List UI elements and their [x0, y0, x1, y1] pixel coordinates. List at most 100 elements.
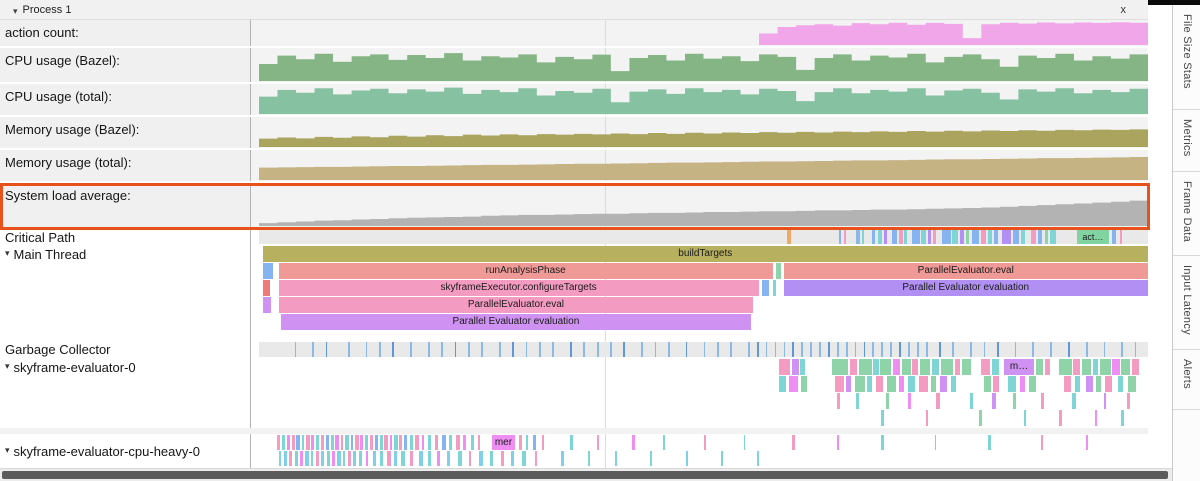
- trace-slice[interactable]: [952, 342, 955, 357]
- trace-slice[interactable]: [703, 342, 706, 357]
- track-group-header[interactable]: ▾ skyframe-evaluator-cpu-heavy-0: [0, 434, 251, 468]
- trace-slice[interactable]: [890, 342, 892, 357]
- trace-slice[interactable]: [1073, 359, 1081, 375]
- trace-slice[interactable]: [1059, 359, 1072, 375]
- trace-slice[interactable]: [743, 435, 746, 450]
- trace-slice[interactable]: [522, 451, 526, 466]
- track-canvas[interactable]: m…: [251, 358, 1148, 428]
- trace-slice[interactable]: [500, 451, 505, 466]
- trace-slice[interactable]: [779, 359, 790, 375]
- track-canvas[interactable]: buildTargets runAnalysisPhase ParallelEva…: [251, 245, 1148, 341]
- trace-slice[interactable]: [321, 451, 324, 466]
- trace-slice[interactable]: [463, 435, 467, 450]
- trace-slice[interactable]: [347, 342, 350, 357]
- trace-slice[interactable]: [994, 230, 998, 244]
- trace-slice[interactable]: [337, 451, 341, 466]
- trace-slice[interactable]: [863, 342, 866, 357]
- trace-slice[interactable]: [912, 230, 920, 244]
- trace-slice[interactable]: [467, 342, 470, 357]
- trace-slice[interactable]: [952, 230, 958, 244]
- trace-slice[interactable]: [703, 435, 707, 450]
- trace-slice[interactable]: [1012, 393, 1017, 409]
- trace-slice[interactable]: [1112, 359, 1120, 375]
- trace-slice[interactable]: [819, 342, 821, 357]
- trace-slice[interactable]: [410, 342, 412, 357]
- trace-slice[interactable]: [1103, 342, 1106, 357]
- trace-slice[interactable]: [365, 342, 368, 357]
- trace-slice[interactable]: [358, 451, 363, 466]
- trace-slice[interactable]: [403, 435, 408, 450]
- trace-slice[interactable]: [845, 376, 852, 392]
- trace-slice[interactable]: [294, 342, 297, 357]
- trace-slice[interactable]: [861, 230, 864, 244]
- trace-slice[interactable]: [925, 410, 929, 426]
- trace-slice[interactable]: [379, 451, 383, 466]
- trace-slice[interactable]: [971, 230, 980, 244]
- trace-slice[interactable]: [345, 435, 349, 450]
- trace-slice[interactable]: [792, 342, 795, 357]
- trace-slice[interactable]: [776, 263, 781, 279]
- track-canvas[interactable]: [251, 183, 1148, 227]
- trace-slice[interactable]: [792, 435, 796, 450]
- trace-slice[interactable]: [810, 342, 812, 357]
- trace-span[interactable]: buildTargets: [262, 246, 1148, 262]
- trace-slice[interactable]: [1041, 435, 1044, 450]
- trace-slice[interactable]: [881, 342, 884, 357]
- trace-slice[interactable]: [355, 435, 359, 450]
- track-canvas[interactable]: [251, 150, 1148, 181]
- trace-slice[interactable]: [315, 451, 320, 466]
- trace-slice[interactable]: [716, 342, 719, 357]
- trace-slice[interactable]: [347, 451, 352, 466]
- disclosure-icon[interactable]: ▾: [5, 248, 10, 258]
- trace-slice[interactable]: [379, 342, 381, 357]
- trace-slice[interactable]: [1121, 359, 1131, 375]
- trace-slice[interactable]: [883, 230, 887, 244]
- close-button[interactable]: x: [1120, 3, 1127, 16]
- trace-slice[interactable]: [539, 342, 541, 357]
- trace-slice[interactable]: [587, 451, 590, 466]
- trace-slice[interactable]: [939, 376, 948, 392]
- trace-slice[interactable]: [325, 342, 328, 357]
- trace-slice[interactable]: [1117, 376, 1124, 392]
- trace-slice[interactable]: [1023, 410, 1027, 426]
- trace-slice[interactable]: [762, 280, 770, 296]
- trace-slice[interactable]: [262, 263, 274, 279]
- trace-slice[interactable]: [980, 359, 990, 375]
- trace-slice[interactable]: [389, 435, 393, 450]
- trace-slice[interactable]: [365, 451, 369, 466]
- trace-slice[interactable]: [901, 359, 911, 375]
- trace-slice[interactable]: [979, 410, 982, 426]
- trace-slice[interactable]: [907, 342, 910, 357]
- trace-slice[interactable]: [1131, 359, 1140, 375]
- trace-slice[interactable]: [1128, 376, 1136, 392]
- trace-slice[interactable]: [939, 342, 941, 357]
- trace-slice[interactable]: [788, 376, 798, 392]
- trace-slice[interactable]: [730, 342, 732, 357]
- trace-slice[interactable]: [1126, 393, 1131, 409]
- trace-slice[interactable]: [518, 435, 523, 450]
- trace-slice[interactable]: [1059, 410, 1062, 426]
- trace-slice[interactable]: [490, 451, 493, 466]
- trace-slice[interactable]: [880, 359, 892, 375]
- vertical-scroll-area[interactable]: [1148, 0, 1172, 468]
- trace-slice[interactable]: [1075, 376, 1081, 392]
- trace-slice[interactable]: [477, 435, 481, 450]
- trace-slice[interactable]: [892, 359, 900, 375]
- trace-slice[interactable]: [392, 342, 395, 357]
- trace-slice[interactable]: [907, 393, 911, 409]
- trace-slice[interactable]: [614, 451, 618, 466]
- trace-slice[interactable]: [927, 230, 932, 244]
- trace-slice[interactable]: [511, 451, 515, 466]
- trace-slice[interactable]: [340, 435, 344, 450]
- trace-slice[interactable]: [885, 393, 890, 409]
- trace-slice[interactable]: [936, 393, 940, 409]
- trace-slice[interactable]: [940, 359, 954, 375]
- trace-slice[interactable]: [765, 342, 768, 357]
- trace-slice[interactable]: [859, 359, 872, 375]
- track-group-header[interactable]: ▾ Main Thread: [0, 245, 251, 341]
- trace-span[interactable]: act…: [1076, 230, 1109, 244]
- trace-slice[interactable]: [836, 342, 839, 357]
- trace-slice[interactable]: [499, 342, 501, 357]
- trace-slice[interactable]: [1050, 342, 1052, 357]
- trace-slice[interactable]: [881, 410, 884, 426]
